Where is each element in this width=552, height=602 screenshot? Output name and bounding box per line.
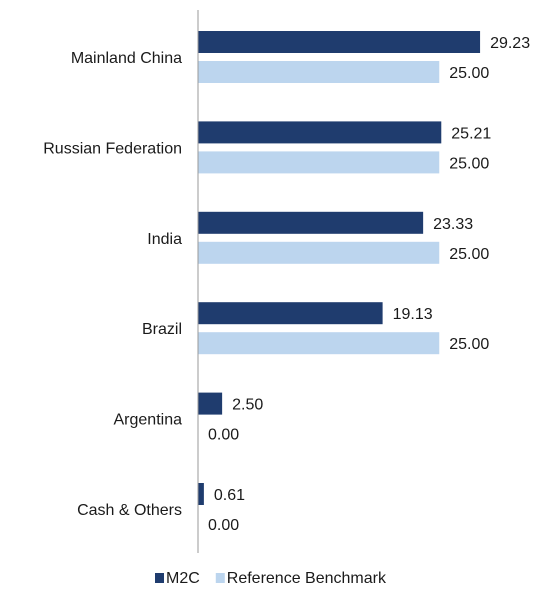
data-label-m2c-russian-federation: 25.21	[451, 125, 491, 142]
legend-label-m2c: M2C	[166, 570, 200, 587]
legend-label-reference-benchmark: Reference Benchmark	[227, 570, 387, 587]
data-label-reference-benchmark-argentina: 0.00	[208, 427, 239, 444]
bar-m2c-brazil	[198, 302, 383, 325]
legend-swatch-m2c	[155, 573, 164, 583]
bar-m2c-argentina	[198, 392, 223, 415]
data-label-m2c-argentina: 2.50	[232, 397, 263, 414]
category-label-russian-federation: Russian Federation	[43, 140, 182, 157]
bar-reference-benchmark-mainland-china	[198, 61, 440, 83]
data-label-m2c-india: 23.33	[433, 216, 473, 233]
category-label-brazil: Brazil	[142, 321, 182, 338]
bar-m2c-mainland-china	[198, 31, 481, 53]
bar-m2c-cash-and-others	[198, 483, 204, 505]
bars-layer	[198, 31, 481, 505]
data-label-reference-benchmark-russian-federation: 25.00	[449, 155, 489, 172]
bar-reference-benchmark-russian-federation	[198, 151, 440, 174]
data-label-reference-benchmark-cash-and-others: 0.00	[208, 517, 239, 534]
bar-m2c-russian-federation	[198, 121, 442, 144]
category-label-mainland-china: Mainland China	[71, 50, 182, 67]
category-label-argentina: Argentina	[114, 412, 183, 429]
bar-reference-benchmark-brazil	[198, 332, 440, 355]
category-label-cash-and-others: Cash & Others	[77, 502, 182, 519]
data-label-reference-benchmark-mainland-china: 25.00	[449, 65, 489, 82]
bar-reference-benchmark-india	[198, 241, 440, 264]
data-label-reference-benchmark-india: 25.00	[449, 246, 489, 263]
data-label-reference-benchmark-brazil: 25.00	[449, 336, 489, 353]
legend: M2C Reference Benchmark	[155, 570, 387, 587]
data-label-m2c-cash-and-others: 0.61	[214, 487, 245, 504]
data-label-m2c-mainland-china: 29.23	[490, 35, 530, 52]
category-label-india: India	[147, 231, 182, 248]
data-label-m2c-brazil: 19.13	[393, 306, 433, 323]
bar-m2c-india	[198, 211, 424, 234]
legend-swatch-reference-benchmark	[215, 573, 225, 583]
